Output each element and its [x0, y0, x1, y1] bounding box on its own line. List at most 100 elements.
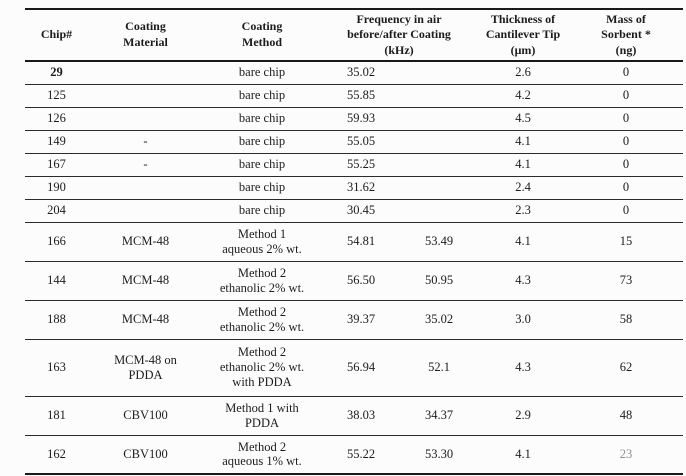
cell-coating-method: bare chip — [203, 199, 321, 223]
cell-mass: 0 — [569, 153, 683, 177]
cell-chip-number: 126 — [25, 107, 88, 131]
cell-mass: 48 — [569, 396, 683, 436]
cell-frequency-before: 55.05 — [321, 130, 401, 154]
table-row: 144 MCM-48 Method 2 ethanolic 2% wt. 56.… — [25, 261, 683, 301]
table-row: 149 - bare chip 55.05 4.1 0 — [25, 130, 683, 154]
cell-frequency-after: 35.02 — [401, 300, 477, 340]
cell-mass: 0 — [569, 130, 683, 154]
column-header-thickness: Thickness of Cantilever Tip (μm) — [477, 9, 569, 62]
cell-coating-method: Method 2 ethanolic 2% wt. with PDDA — [203, 339, 321, 397]
cell-thickness: 4.5 — [477, 107, 569, 131]
column-header-coating-material: Coating Material — [88, 9, 203, 62]
cell-frequency-after: 50.95 — [401, 261, 477, 301]
header-row: Chip# Coating Material Coating Method Fr… — [25, 9, 683, 62]
cell-chip-number: 163 — [25, 339, 88, 397]
table-row: 125 bare chip 55.85 4.2 0 — [25, 84, 683, 108]
cell-coating-material: MCM-48 — [88, 261, 203, 301]
paper-table-container: Chip# Coating Material Coating Method Fr… — [25, 8, 683, 475]
cell-frequency-after — [401, 84, 477, 108]
cell-coating-material: CBV100 — [88, 396, 203, 436]
cell-frequency-before: 55.25 — [321, 153, 401, 177]
table-row: 167 - bare chip 55.25 4.1 0 — [25, 153, 683, 177]
cell-frequency-before: 39.37 — [321, 300, 401, 340]
cell-mass: 23 — [619, 446, 633, 461]
cell-chip-number: 188 — [25, 300, 88, 340]
table-row: 29 bare chip 35.02 2.6 0 — [25, 61, 683, 85]
cell-mass: 0 — [569, 84, 683, 108]
cell-frequency-after — [401, 107, 477, 131]
cell-frequency-before: 56.94 — [321, 339, 401, 397]
cell-coating-material: - — [88, 130, 203, 154]
cell-frequency-after: 53.49 — [401, 222, 477, 262]
column-header-mass: Mass of Sorbent * (ng) — [569, 9, 683, 62]
table-row: 166 MCM-48 Method 1 aqueous 2% wt. 54.81… — [25, 222, 683, 262]
cell-coating-method: Method 2 ethanolic 2% wt. — [203, 261, 321, 301]
cell-frequency-after: 34.37 — [401, 396, 477, 436]
cell-thickness: 4.3 — [477, 261, 569, 301]
cell-thickness: 4.3 — [477, 339, 569, 397]
table-row: 181 CBV100 Method 1 with PDDA 38.03 34.3… — [25, 396, 683, 436]
cell-mass: 73 — [569, 261, 683, 301]
cell-thickness: 4.1 — [477, 130, 569, 154]
cell-coating-material — [88, 176, 203, 200]
cell-coating-method: Method 1 with PDDA — [203, 396, 321, 436]
column-header-coating-method: Coating Method — [203, 9, 321, 62]
cell-thickness: 3.0 — [477, 300, 569, 340]
cell-coating-material — [88, 199, 203, 223]
column-header-chip: Chip# — [25, 9, 88, 62]
cell-thickness: 4.2 — [477, 84, 569, 108]
table-body: 29 bare chip 35.02 2.6 0 125 bare chip 5… — [25, 61, 683, 474]
coating-table: Chip# Coating Material Coating Method Fr… — [25, 8, 683, 475]
cell-thickness: 4.1 — [477, 222, 569, 262]
table-row: 190 bare chip 31.62 2.4 0 — [25, 176, 683, 200]
cell-frequency-after — [401, 199, 477, 223]
cell-coating-method: bare chip — [203, 130, 321, 154]
table-row: 163 MCM-48 on PDDA Method 2 ethanolic 2%… — [25, 339, 683, 397]
cell-chip-number: 181 — [25, 396, 88, 436]
cell-frequency-after: 52.1 — [401, 339, 477, 397]
cell-coating-material: MCM-48 — [88, 300, 203, 340]
cell-frequency-before: 55.85 — [321, 84, 401, 108]
cell-coating-material: CBV100 — [123, 446, 168, 461]
cell-frequency-before: 38.03 — [321, 396, 401, 436]
cell-thickness: 2.6 — [477, 61, 569, 85]
cell-frequency-before: 59.93 — [321, 107, 401, 131]
cell-frequency-after — [401, 153, 477, 177]
cell-chip-number: 149 — [25, 130, 88, 154]
cell-coating-material — [88, 61, 203, 85]
cell-mass: 0 — [569, 107, 683, 131]
cell-frequency-after: 53.30 — [424, 446, 454, 461]
cell-coating-material: MCM-48 — [88, 222, 203, 262]
table-row: 204 bare chip 30.45 2.3 0 — [25, 199, 683, 223]
cell-chip-number: 162 — [47, 446, 66, 461]
cell-mass: 15 — [569, 222, 683, 262]
cell-thickness: 2.3 — [477, 199, 569, 223]
cell-coating-material — [88, 84, 203, 108]
cell-frequency-after — [401, 130, 477, 154]
cell-frequency-before: 55.22 — [346, 446, 376, 461]
cell-coating-method: bare chip — [203, 84, 321, 108]
cell-mass: 58 — [569, 300, 683, 340]
cell-coating-method: bare chip — [203, 107, 321, 131]
cell-coating-material: MCM-48 on PDDA — [88, 339, 203, 397]
cell-frequency-before: 31.62 — [321, 176, 401, 200]
cell-chip-number: 166 — [25, 222, 88, 262]
cell-chip-number: 144 — [25, 261, 88, 301]
table-header: Chip# Coating Material Coating Method Fr… — [25, 9, 683, 62]
table-row: 162 CBV100 Method 2 aqueous 1% wt. 55.22… — [25, 435, 683, 474]
cell-frequency-before: 56.50 — [321, 261, 401, 301]
cell-thickness: 4.1 — [477, 153, 569, 177]
cell-coating-method: Method 1 aqueous 2% wt. — [203, 222, 321, 262]
cell-coating-method: Method 2 ethanolic 2% wt. — [203, 300, 321, 340]
cell-frequency-after — [401, 61, 477, 85]
cell-mass: 62 — [569, 339, 683, 397]
cell-thickness: 4.1 — [515, 446, 531, 461]
cell-chip-number: 167 — [25, 153, 88, 177]
cell-chip-number: 29 — [25, 61, 88, 85]
cell-coating-material — [88, 107, 203, 131]
cell-frequency-after — [401, 176, 477, 200]
table-row: 126 bare chip 59.93 4.5 0 — [25, 107, 683, 131]
cell-chip-number: 125 — [25, 84, 88, 108]
cell-coating-method: Method 2 aqueous 1% wt. — [222, 439, 302, 469]
cell-coating-method: bare chip — [203, 176, 321, 200]
